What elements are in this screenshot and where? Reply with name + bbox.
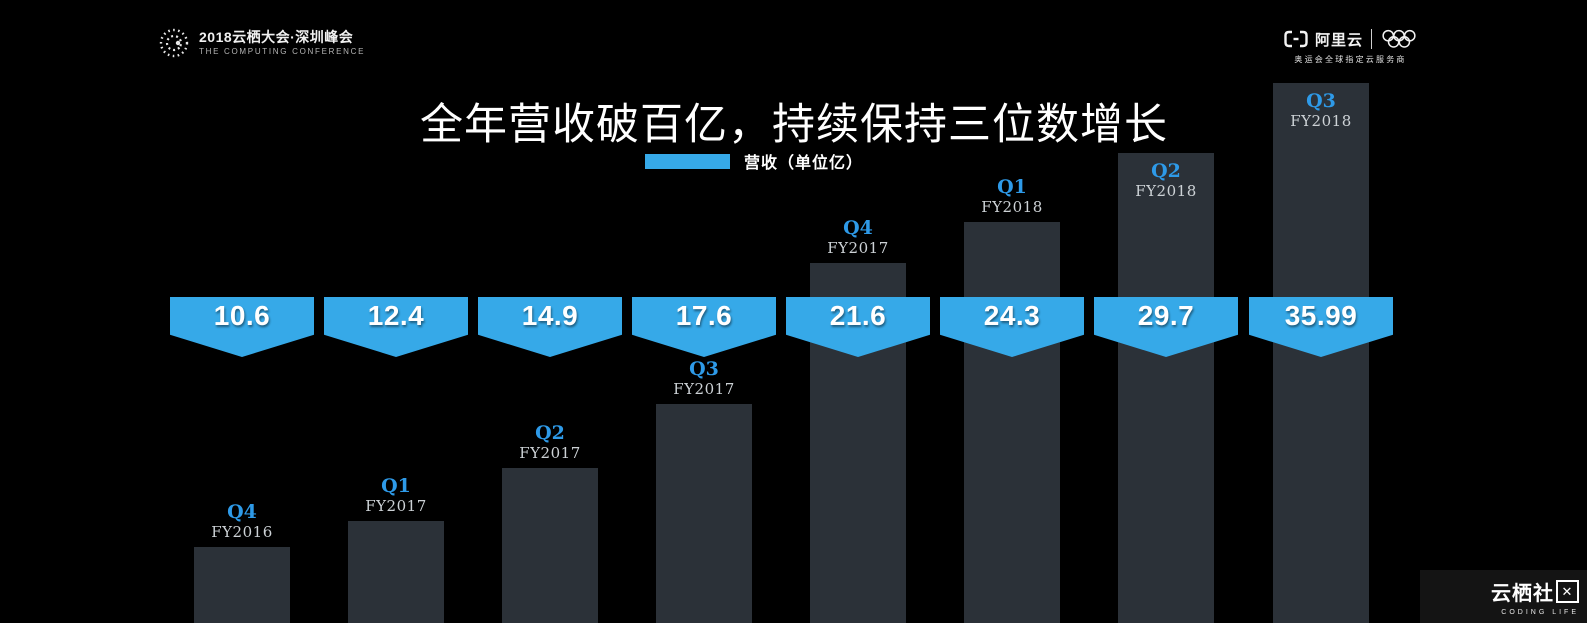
- logo-divider: [1371, 29, 1373, 49]
- conference-subtitle: THE COMPUTING CONFERENCE: [199, 47, 366, 56]
- bar-label: Q3 FY2017: [634, 358, 774, 399]
- revenue-bar: [964, 222, 1060, 623]
- alibaba-cloud-brand: 阿里云: [1315, 31, 1364, 49]
- revenue-bar: [1118, 153, 1214, 623]
- alibaba-cloud-logo: 阿里云 奥运会全球指定云服务商: [1283, 28, 1418, 65]
- bar-fiscal-year-label: FY2017: [827, 239, 889, 257]
- legend-label: 营收（单位亿）: [744, 155, 864, 172]
- value-ribbon: 17.6: [632, 297, 776, 357]
- value-ribbon: 12.4: [324, 297, 468, 357]
- bar-quarter-label: Q4: [227, 501, 257, 523]
- bar-fiscal-year-label: FY2018: [1290, 112, 1352, 130]
- bar-quarter-label: Q3: [689, 358, 719, 380]
- conference-logo: 2018云栖大会·深圳峰会 THE COMPUTING CONFERENCE: [158, 27, 365, 59]
- revenue-bar: [348, 521, 444, 623]
- bar-quarter-label: Q3: [1306, 90, 1336, 112]
- value-ribbon-text: 21.6: [829, 300, 887, 331]
- chart-legend: 营收（单位亿）: [645, 149, 863, 173]
- value-ribbon-text: 17.6: [675, 300, 733, 331]
- value-ribbon-text: 14.9: [521, 300, 579, 331]
- legend-color-swatch: [645, 153, 730, 169]
- value-ribbon-text: 35.99: [1284, 300, 1358, 331]
- bar-quarter-label: Q2: [535, 422, 565, 444]
- bar-quarter-label: Q1: [997, 176, 1027, 198]
- bar-label: Q3 FY2018: [1251, 90, 1391, 131]
- value-ribbon-text: 24.3: [983, 300, 1041, 331]
- value-ribbon-text: 12.4: [367, 300, 425, 331]
- bar-fiscal-year-label: FY2017: [519, 444, 581, 462]
- revenue-bar: [656, 404, 752, 623]
- bar-quarter-label: Q1: [381, 475, 411, 497]
- boxed-x-icon: ✕: [1556, 580, 1579, 603]
- value-ribbon: 10.6: [170, 297, 314, 357]
- bar-label: Q1 FY2018: [942, 176, 1082, 217]
- revenue-bar: [194, 547, 290, 623]
- bar-fiscal-year-label: FY2018: [981, 198, 1043, 216]
- alibaba-cloud-brackets-icon: [1284, 30, 1308, 48]
- value-ribbon: 14.9: [478, 297, 622, 357]
- revenue-bar: [502, 468, 598, 623]
- value-ribbon: 24.3: [940, 297, 1084, 357]
- conference-logo-text: 2018云栖大会·深圳峰会 THE COMPUTING CONFERENCE: [199, 29, 365, 57]
- bar-quarter-label: Q2: [1151, 160, 1181, 182]
- yunqi-community-watermark: 云栖社 ✕ CODING LIFE: [1420, 570, 1587, 623]
- value-ribbon: 21.6: [786, 297, 930, 357]
- value-ribbon: 35.99: [1249, 297, 1393, 357]
- bar-fiscal-year-label: FY2016: [211, 523, 273, 541]
- alibaba-cloud-logo-row: 阿里云: [1283, 28, 1418, 50]
- bar-label: Q2 FY2018: [1096, 160, 1236, 201]
- olympic-rings-icon: [1382, 29, 1416, 48]
- value-ribbon-text: 10.6: [213, 300, 271, 331]
- watermark-tagline: CODING LIFE: [1501, 609, 1579, 616]
- value-ribbon: 29.7: [1094, 297, 1238, 357]
- watermark-name: 云栖社 ✕: [1491, 577, 1579, 606]
- bar-fiscal-year-label: FY2018: [1135, 182, 1197, 200]
- sponsor-tagline: 奥运会全球指定云服务商: [1294, 55, 1407, 64]
- bar-label: Q4 FY2017: [788, 217, 928, 258]
- bar-label: Q1 FY2017: [326, 475, 466, 516]
- bar-label: Q4 FY2016: [172, 501, 312, 542]
- watermark-name-prefix: 云栖社: [1491, 583, 1554, 605]
- slide-title: 全年营收破百亿，持续保持三位数增长: [420, 100, 1168, 150]
- value-ribbon-text: 29.7: [1137, 300, 1195, 331]
- bar-label: Q2 FY2017: [480, 422, 620, 463]
- bar-quarter-label: Q4: [843, 217, 873, 239]
- conference-name: 2018云栖大会·深圳峰会: [199, 29, 354, 45]
- bar-fiscal-year-label: FY2017: [365, 497, 427, 515]
- dotted-circle-logo-icon: [159, 28, 189, 58]
- bar-fiscal-year-label: FY2017: [673, 380, 735, 398]
